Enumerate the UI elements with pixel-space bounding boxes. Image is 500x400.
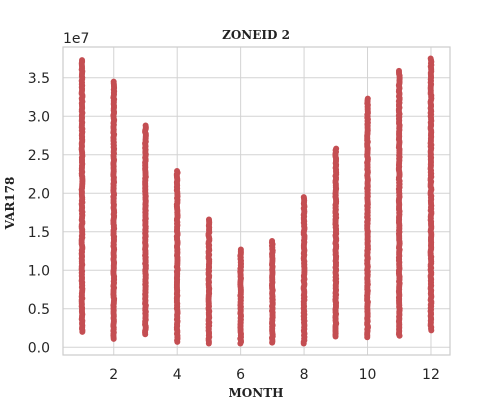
month-9-points [332, 145, 340, 340]
data-point [142, 331, 149, 338]
data-point [396, 332, 403, 339]
month-5-points [205, 216, 213, 347]
month-3-points [142, 122, 149, 338]
data-point [269, 339, 276, 346]
y-tick-label: 1.0 [28, 263, 50, 279]
x-tick-label: 10 [359, 367, 377, 383]
plot-frame [62, 46, 451, 356]
data-point [364, 334, 371, 341]
data-point [205, 340, 212, 347]
y-axis-ticks: 0.0 0.5 1.0 1.5 2.0 2.5 3.0 3.5 [28, 71, 50, 356]
y-tick-label: 0.5 [28, 302, 50, 318]
y-tick-label: 3.5 [28, 71, 50, 87]
y-tick-label: 0.0 [28, 340, 50, 356]
chart-title: ZONEID 2 [222, 28, 290, 42]
data-point [332, 333, 339, 340]
x-tick-label: 6 [236, 367, 245, 383]
x-tick-label: 12 [422, 367, 440, 383]
y-axis-label: VAR178 [3, 177, 17, 231]
data-point [79, 328, 86, 335]
x-tick-label: 2 [109, 367, 118, 383]
y-tick-label: 3.0 [28, 109, 50, 125]
month-10-points [364, 95, 371, 341]
data-points [78, 55, 435, 347]
x-axis-ticks: 2 4 6 8 10 12 [109, 367, 440, 383]
data-point [174, 338, 181, 345]
data-point [110, 335, 117, 342]
month-7-points [268, 238, 276, 346]
month-12-points [427, 55, 435, 334]
y-tick-label: 1.5 [28, 225, 50, 241]
data-point [428, 327, 435, 334]
month-11-points [395, 67, 403, 339]
month-6-points [237, 246, 245, 347]
month-2-points [110, 78, 118, 342]
y-tick-label: 2.0 [28, 186, 50, 202]
month-8-points [300, 194, 308, 347]
y-tick-label: 2.5 [28, 148, 50, 164]
y-offset-label: 1e7 [63, 31, 89, 47]
data-point [300, 340, 307, 347]
x-axis-label: MONTH [229, 386, 284, 400]
grid [63, 47, 450, 355]
month-4-points [173, 167, 181, 345]
month-1-points [78, 57, 86, 335]
x-tick-label: 8 [300, 367, 309, 383]
data-point [237, 340, 244, 347]
x-tick-label: 4 [173, 367, 182, 383]
